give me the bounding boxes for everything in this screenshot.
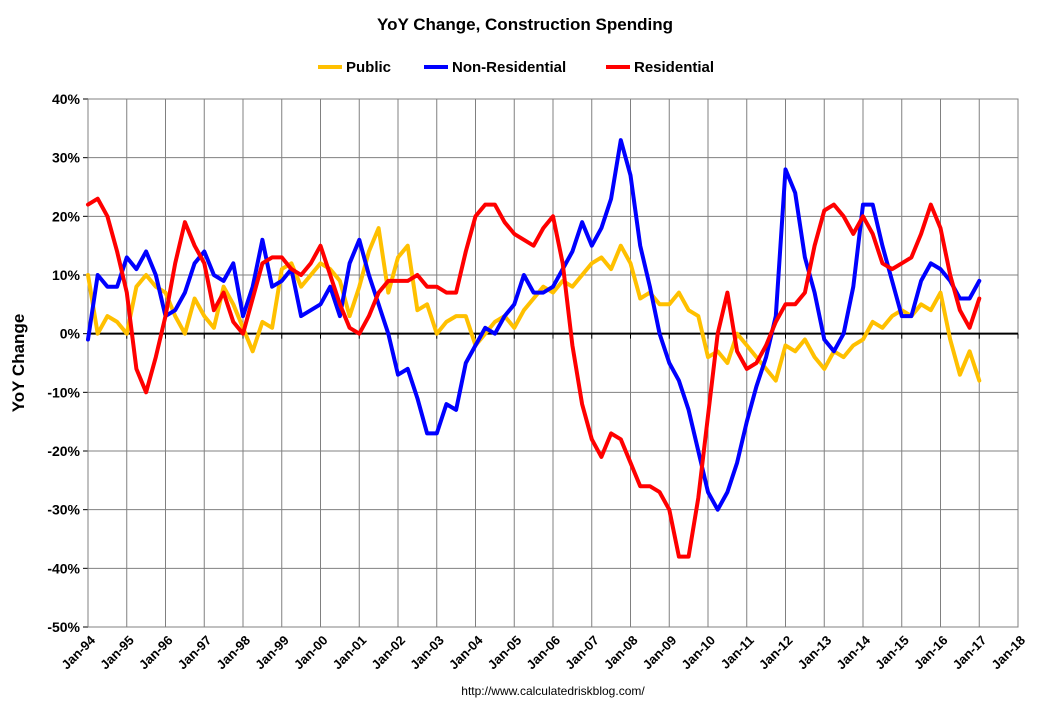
y-tick-label: 20% bbox=[52, 208, 81, 224]
series-line bbox=[86, 196, 982, 559]
chart-title: YoY Change, Construction Spending bbox=[377, 15, 673, 34]
series-line bbox=[86, 226, 982, 383]
y-tick-label: -20% bbox=[47, 443, 80, 459]
y-tick-label: -40% bbox=[47, 560, 80, 576]
y-tick-label: -50% bbox=[47, 619, 80, 635]
y-tick-label: 30% bbox=[52, 150, 81, 166]
y-tick-label: 10% bbox=[52, 267, 81, 283]
legend-label: Public bbox=[346, 59, 391, 76]
y-tick-label: 40% bbox=[52, 91, 81, 107]
y-tick-label: -10% bbox=[47, 384, 80, 400]
series-line bbox=[86, 138, 982, 512]
y-tick-label: 0% bbox=[60, 326, 81, 342]
legend-label: Residential bbox=[634, 59, 714, 76]
y-tick-label: -30% bbox=[47, 502, 80, 518]
grid bbox=[83, 98, 1019, 628]
plot-lines bbox=[86, 138, 982, 559]
y-axis-title: YoY Change bbox=[9, 314, 28, 413]
source-note: http://www.calculatedriskblog.com/ bbox=[461, 684, 645, 698]
legend-label: Non-Residential bbox=[452, 59, 566, 76]
